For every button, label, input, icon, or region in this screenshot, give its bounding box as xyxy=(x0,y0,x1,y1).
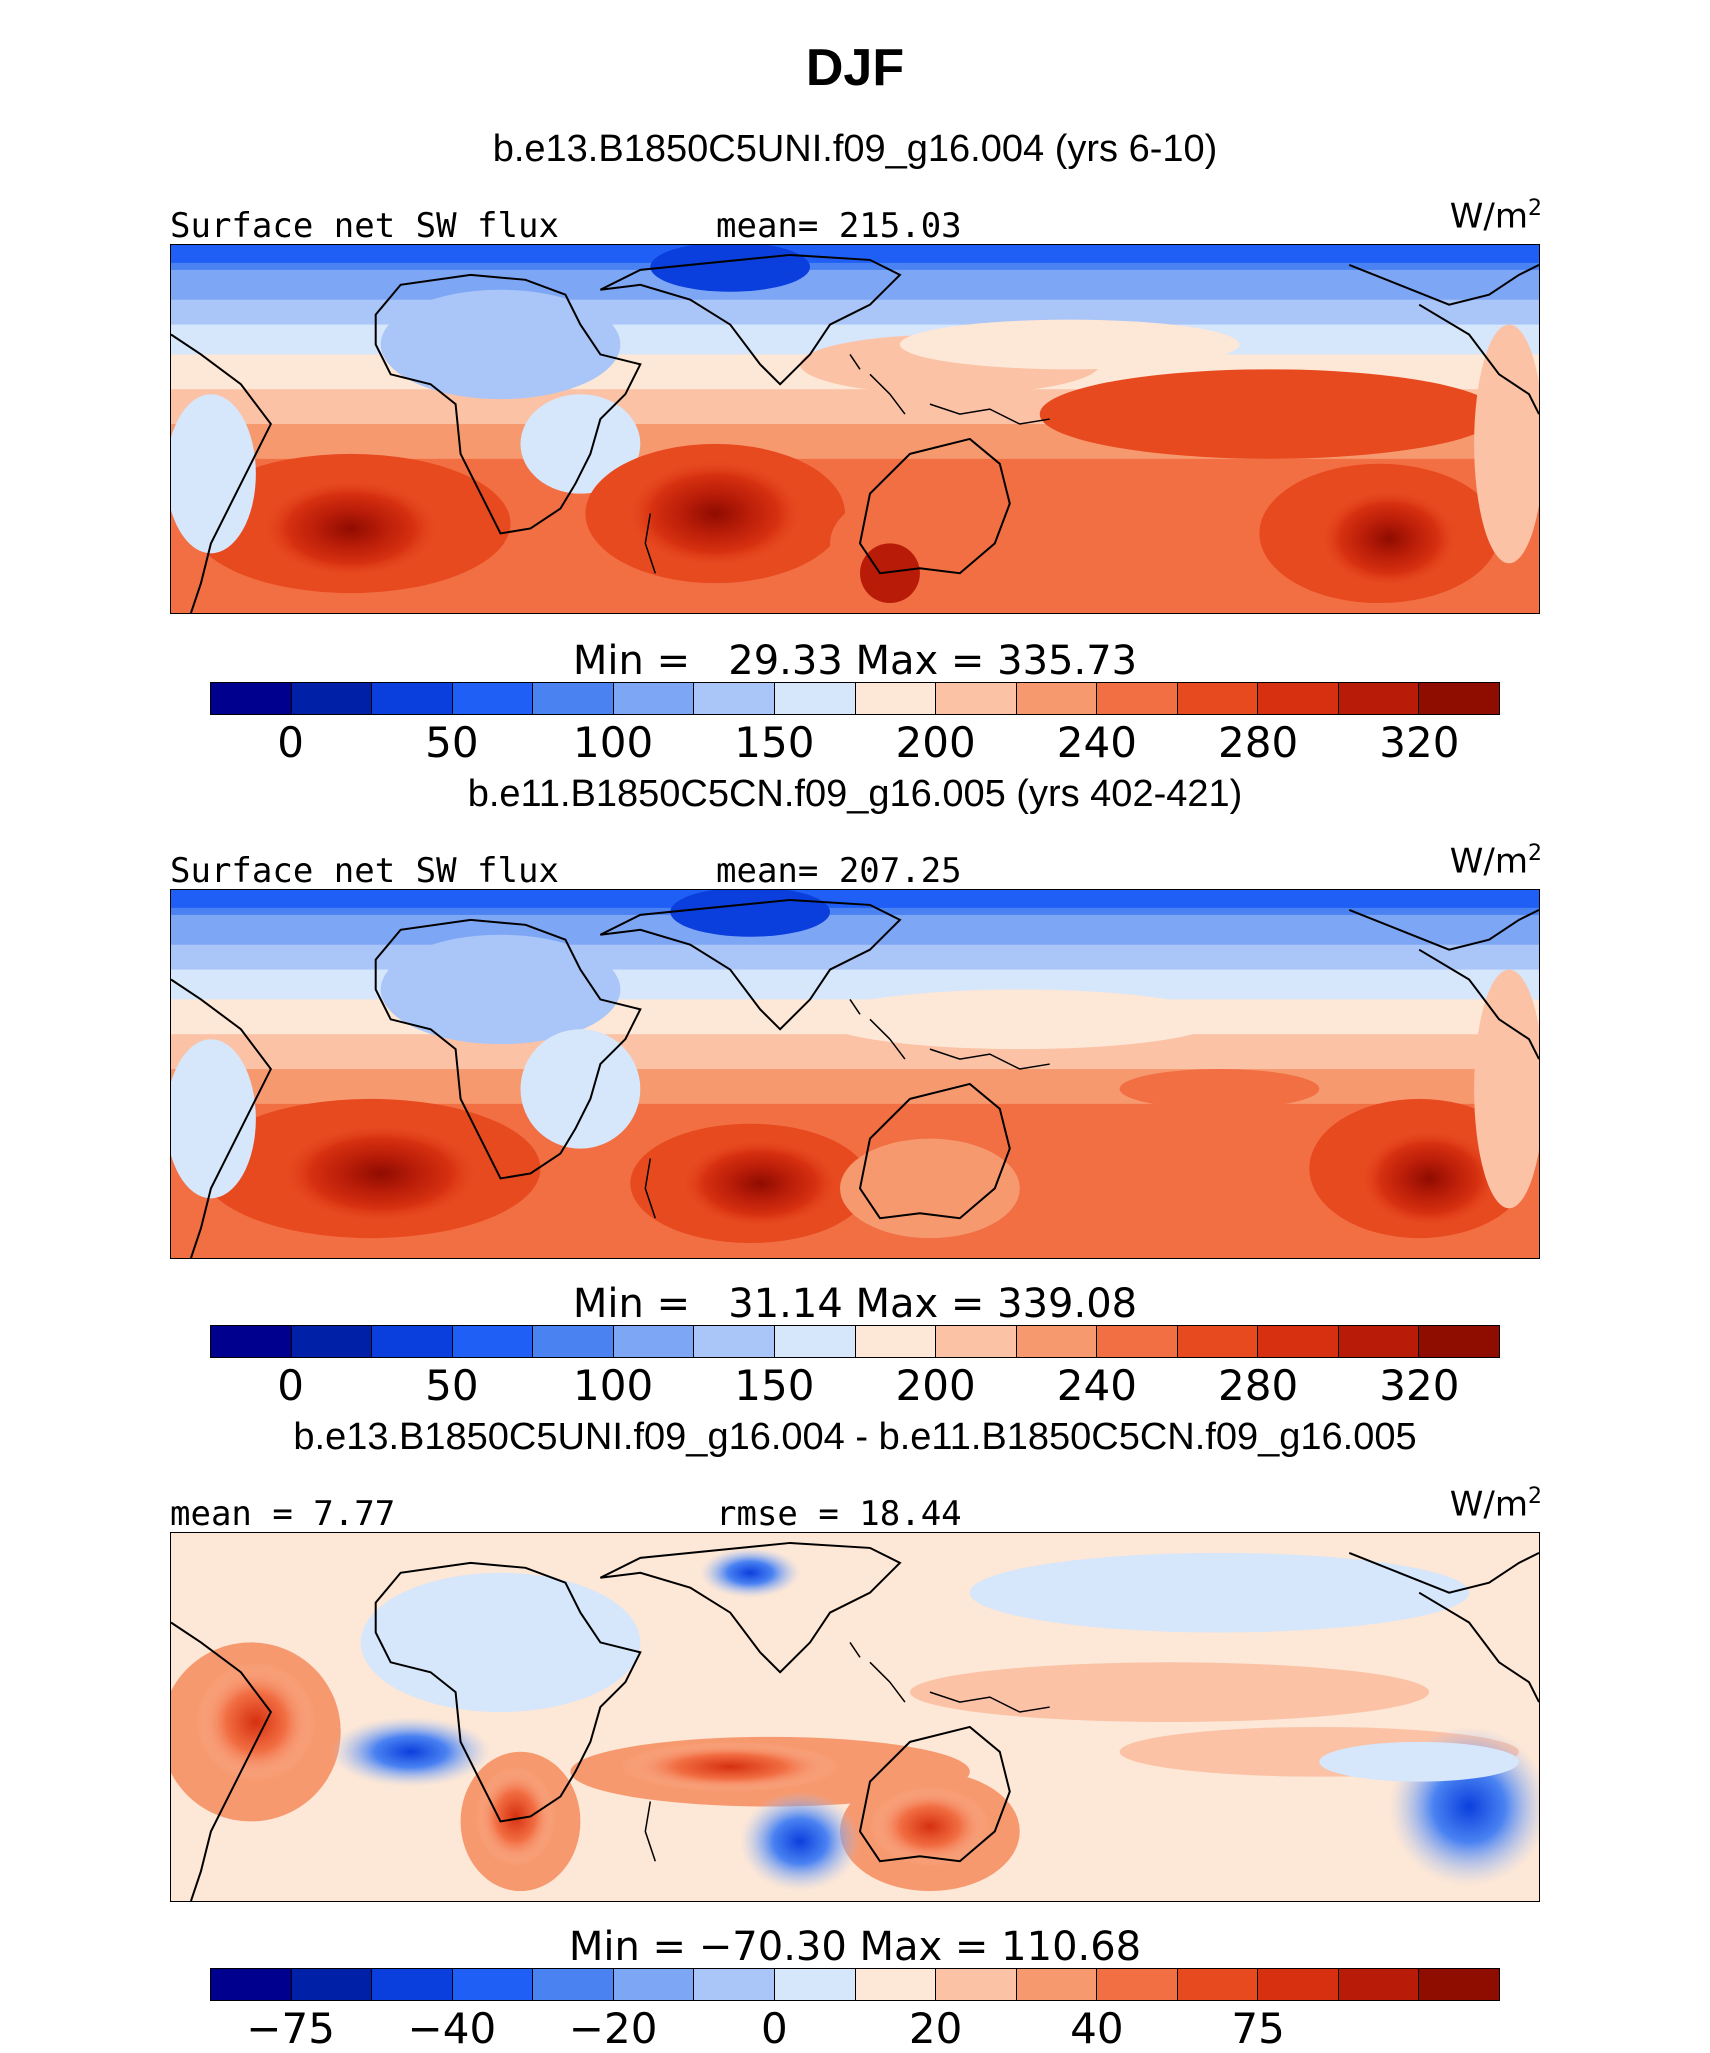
colorbar-swatch xyxy=(774,683,856,714)
colorbar-swatch xyxy=(936,683,1017,714)
colorbar-tick-label: 0 xyxy=(277,1361,304,1410)
colorbar-swatch xyxy=(372,1969,453,2000)
colorbar-tick-label: 0 xyxy=(761,2004,788,2053)
figure-title: DJF xyxy=(805,39,905,97)
colorbar-swatch xyxy=(1338,1326,1420,1357)
colorbar-swatch xyxy=(211,1969,292,2000)
colorbar-tick-label: 280 xyxy=(1218,1361,1299,1410)
colorbar-swatch xyxy=(1016,683,1098,714)
panel-1-left-label: Surface net SW flux xyxy=(170,206,559,246)
colorbar-swatch xyxy=(1177,683,1259,714)
colorbar-swatch xyxy=(855,683,937,714)
panel-1-center-label: mean= 215.03 xyxy=(716,206,962,246)
panel-2-units: W/m2 xyxy=(1449,841,1542,882)
colorbar-tick-label: 320 xyxy=(1379,1361,1460,1410)
colorbar-tick-label: 0 xyxy=(277,718,304,767)
colorbar-swatch xyxy=(452,1326,534,1357)
colorbar-tick-label: 150 xyxy=(734,1361,815,1410)
colorbar-swatch xyxy=(694,1326,775,1357)
colorbar-tick-label: 150 xyxy=(734,718,815,767)
colorbar-swatch xyxy=(291,1326,373,1357)
panel-3-units: W/m2 xyxy=(1449,1484,1542,1525)
colorbar-swatch xyxy=(1016,1969,1098,2000)
colorbar-swatch xyxy=(774,1326,856,1357)
colorbar-tick-label: 320 xyxy=(1379,718,1460,767)
panel-2-map-svg xyxy=(171,890,1539,1258)
colorbar-swatch xyxy=(613,1969,695,2000)
colorbar-swatch xyxy=(291,1969,373,2000)
colorbar-tick-label: 280 xyxy=(1218,718,1299,767)
colorbar-swatch xyxy=(291,683,373,714)
colorbar-tick-label: 240 xyxy=(1056,1361,1137,1410)
colorbar-swatch xyxy=(452,683,534,714)
panel-1-subtitle: b.e13.B1850C5UNI.f09_g16.004 (yrs 6-10) xyxy=(492,128,1218,170)
panel-2-center-label: mean= 207.25 xyxy=(716,851,962,891)
colorbar-tick-label: 40 xyxy=(1070,2004,1124,2053)
colorbar-swatch xyxy=(1177,1326,1259,1357)
colorbar-swatch xyxy=(1097,1326,1178,1357)
panel-1-minmax: Min = 29.33 Max = 335.73 xyxy=(572,638,1138,684)
colorbar-swatch xyxy=(211,1326,292,1357)
colorbar-swatch xyxy=(613,683,695,714)
colorbar-swatch xyxy=(1419,1326,1499,1357)
panel-2-subtitle: b.e11.B1850C5CN.f09_g16.005 (yrs 402-421… xyxy=(467,773,1243,815)
panel-1-units: W/m2 xyxy=(1449,196,1542,237)
colorbar-tick-label: 200 xyxy=(895,1361,976,1410)
panel-2-minmax: Min = 31.14 Max = 339.08 xyxy=(572,1281,1138,1327)
colorbar-swatch xyxy=(533,1326,614,1357)
colorbar-tick-label: 50 xyxy=(425,718,479,767)
colorbar-tick-label: 50 xyxy=(425,1361,479,1410)
colorbar-swatch xyxy=(1016,1326,1098,1357)
panel-2-left-label: Surface net SW flux xyxy=(170,851,559,891)
colorbar-tick-label: 200 xyxy=(895,718,976,767)
colorbar-swatch xyxy=(613,1326,695,1357)
colorbar-swatch xyxy=(1419,683,1499,714)
panel-3-left-label: mean = 7.77 xyxy=(170,1494,396,1534)
colorbar-swatch xyxy=(372,1326,453,1357)
colorbar-tick-label: −20 xyxy=(568,2004,658,2053)
colorbar-swatch xyxy=(211,683,292,714)
colorbar-swatch xyxy=(1258,1326,1339,1357)
colorbar-swatch xyxy=(1258,1969,1339,2000)
panel-2-colorbar xyxy=(210,1325,1500,1358)
panel-3-colorbar xyxy=(210,1968,1500,2001)
colorbar-swatch xyxy=(936,1969,1017,2000)
colorbar-tick-label: −75 xyxy=(246,2004,335,2053)
panel-3-map-svg xyxy=(171,1533,1539,1901)
colorbar-tick-label: 75 xyxy=(1231,2004,1285,2053)
panel-2-map xyxy=(170,889,1540,1259)
colorbar-swatch xyxy=(855,1969,937,2000)
colorbar-swatch xyxy=(533,1969,614,2000)
colorbar-swatch xyxy=(1097,683,1178,714)
colorbar-swatch xyxy=(452,1969,534,2000)
colorbar-swatch xyxy=(1338,683,1420,714)
panel-3-center-label: rmse = 18.44 xyxy=(716,1494,962,1534)
panel-1-colorbar xyxy=(210,682,1500,715)
colorbar-swatch xyxy=(694,1969,775,2000)
panel-3-subtitle: b.e13.B1850C5UNI.f09_g16.004 - b.e11.B18… xyxy=(293,1416,1417,1458)
colorbar-swatch xyxy=(855,1326,937,1357)
colorbar-tick-label: 100 xyxy=(573,718,654,767)
panel-1-map xyxy=(170,244,1540,614)
colorbar-swatch xyxy=(1097,1969,1178,2000)
panel-1-map-svg xyxy=(171,245,1539,613)
colorbar-tick-label: −40 xyxy=(407,2004,497,2053)
colorbar-swatch xyxy=(1258,683,1339,714)
colorbar-swatch xyxy=(936,1326,1017,1357)
colorbar-swatch xyxy=(1177,1969,1259,2000)
colorbar-tick-label: 20 xyxy=(908,2004,963,2053)
colorbar-tick-label: 240 xyxy=(1056,718,1137,767)
colorbar-swatch xyxy=(1338,1969,1420,2000)
panel-3-minmax: Min = −70.30 Max = 110.68 xyxy=(568,1924,1142,1970)
colorbar-swatch xyxy=(774,1969,856,2000)
colorbar-swatch xyxy=(533,683,614,714)
colorbar-swatch xyxy=(1419,1969,1499,2000)
colorbar-tick-label: 100 xyxy=(573,1361,654,1410)
panel-3-map xyxy=(170,1532,1540,1902)
colorbar-swatch xyxy=(694,683,775,714)
colorbar-swatch xyxy=(372,683,453,714)
